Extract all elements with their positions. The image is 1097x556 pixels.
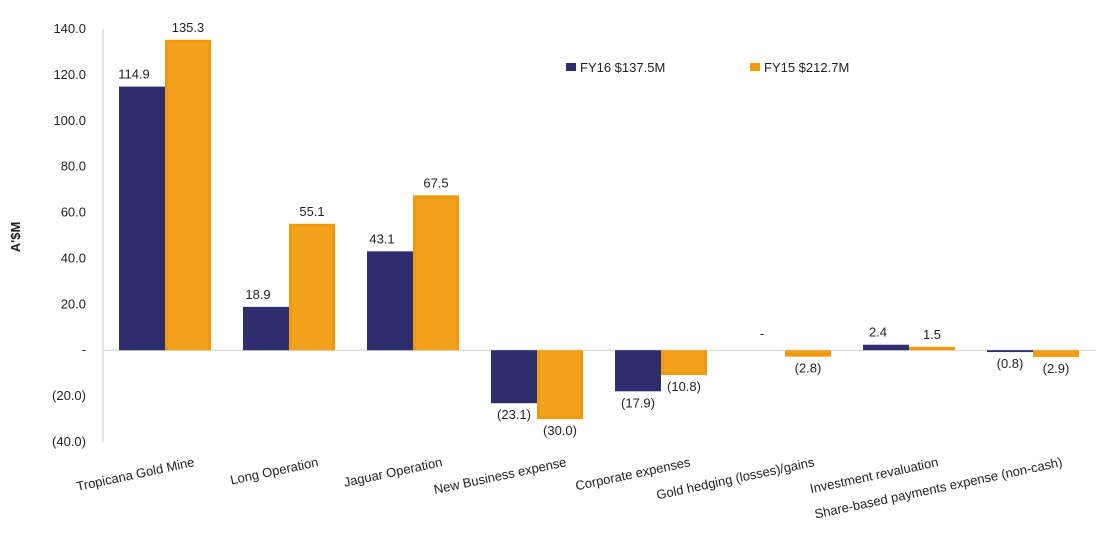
y-tick-label: 40.0 (61, 250, 86, 265)
data-labels: 114.9 18.9 43.1 (23.1) (17.9) - 2.4 (0.8) 135.3 5… (118, 20, 1069, 438)
y-tick-label: (40.0) (52, 434, 86, 449)
data-label: (17.9) (621, 395, 655, 410)
y-tick-label: 100.0 (53, 113, 86, 128)
data-label: (0.8) (997, 356, 1024, 371)
data-label: - (760, 326, 764, 341)
data-label: 2.4 (869, 325, 887, 340)
y-tick-label: 120.0 (53, 67, 86, 82)
bar-fy16 (987, 350, 1033, 353)
category-labels: Tropicana Gold Mine Long Operation Jaguar … (75, 454, 1064, 521)
y-axis-ticks: 140.0 120.0 100.0 80.0 60.0 40.0 20.0 - (20.0) (4… (52, 21, 86, 449)
legend-swatch (750, 63, 760, 71)
bar-fy16 (367, 251, 413, 351)
data-label: 1.5 (923, 327, 941, 342)
data-label: (2.8) (795, 361, 822, 376)
data-label: (30.0) (543, 423, 577, 438)
bar-fy15 (413, 195, 459, 351)
bar-fy15 (909, 346, 955, 351)
bar-fy16 (491, 350, 537, 404)
axes (102, 29, 1095, 442)
y-tick-label: 140.0 (53, 21, 86, 36)
data-label: (10.8) (667, 379, 701, 394)
bar-fy15 (537, 350, 583, 420)
bar-fy16 (119, 86, 165, 351)
legend-swatch (566, 63, 576, 71)
legend-label: FY16 $137.5M (580, 60, 665, 75)
bar-shade (1036, 350, 1076, 354)
bars (119, 39, 1079, 420)
data-label: 135.3 (172, 20, 205, 35)
bar-shade (788, 350, 828, 354)
bar-shade (540, 350, 580, 417)
y-tick-label: 60.0 (61, 205, 86, 220)
y-tick-label: (20.0) (52, 388, 86, 403)
data-label: (2.9) (1043, 361, 1070, 376)
data-label: 67.5 (423, 175, 448, 190)
data-label: (23.1) (497, 407, 531, 422)
legend: FY16 $137.5M FY15 $212.7M (566, 60, 849, 75)
bar-fy16 (615, 350, 661, 392)
category-label: New Business expense (432, 454, 567, 497)
y-tick-label: 80.0 (61, 159, 86, 174)
bar-shade (168, 42, 208, 351)
category-label: Jaguar Operation (342, 454, 443, 490)
data-label: 55.1 (299, 204, 324, 219)
data-label: 43.1 (369, 231, 394, 246)
data-label: 18.9 (245, 287, 270, 302)
data-label: 114.9 (118, 67, 150, 82)
bar-fy16 (863, 344, 909, 351)
y-tick-label: 20.0 (61, 296, 86, 311)
bar-shade (416, 198, 456, 351)
bar-shade (292, 226, 332, 351)
bar-fy15 (661, 350, 707, 376)
bar-fy15 (289, 223, 335, 351)
category-label: Long Operation (229, 454, 320, 487)
y-axis-title: A'$M (8, 222, 23, 253)
y-tick-label: - (82, 342, 86, 357)
bar-fy15 (785, 350, 831, 357)
category-label: Tropicana Gold Mine (75, 454, 196, 494)
legend-label: FY15 $212.7M (764, 60, 849, 75)
bar-shade (664, 350, 704, 373)
bar-fy16 (243, 306, 289, 351)
bar-fy15 (1033, 350, 1079, 357)
bar-fy15 (165, 39, 211, 351)
